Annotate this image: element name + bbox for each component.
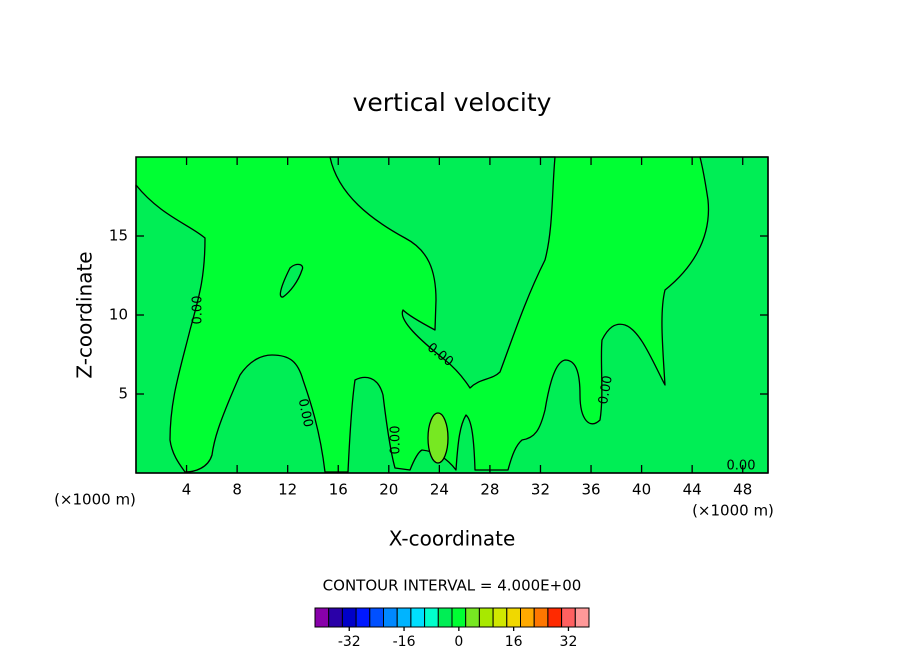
colorbar-box (410, 607, 426, 628)
colorbar-box (492, 607, 508, 628)
colorbar-box (396, 607, 412, 628)
colorbar-box (341, 607, 357, 628)
contour-interval: CONTOUR INTERVAL = 4.000E+00 (323, 577, 582, 595)
contour-label: 0.00 (191, 296, 206, 325)
x-tick-label: 28 (480, 481, 499, 499)
x-tick-label: 32 (531, 481, 550, 499)
x-tick-label: 20 (379, 481, 398, 499)
colorbar-box (465, 607, 480, 628)
colorbar-box (506, 607, 521, 628)
colorbar-tick-label: 32 (560, 634, 578, 650)
x-tick-label: 36 (581, 481, 600, 499)
colorbar-box (328, 607, 343, 628)
colorbar-box (355, 607, 371, 628)
x-tick-label: 4 (182, 481, 192, 499)
contour-label: 0.00 (596, 374, 616, 405)
colorbar-box (451, 607, 467, 628)
x-tick-label: 24 (430, 481, 449, 499)
colorbar-tick-label: 0 (454, 634, 463, 650)
y-tick-label: 15 (109, 227, 128, 245)
colorbar-box (369, 607, 384, 628)
y-axis-label: Z-coordinate (73, 251, 97, 378)
colorbar-box (314, 607, 330, 628)
contour-label: 0.00 (727, 459, 756, 474)
colorbar-box (533, 607, 549, 628)
colorbar-box (424, 607, 439, 628)
x-tick-label: 40 (632, 481, 651, 499)
colorbar-box (520, 607, 535, 628)
colorbar-tick-label: 16 (505, 634, 523, 650)
x-tick-label: 16 (329, 481, 348, 499)
colorbar-box (561, 607, 576, 628)
colorbar-box (547, 607, 563, 628)
contour-field (135, 156, 769, 474)
x-axis-label: X-coordinate (389, 527, 516, 551)
x-tick-label: 12 (278, 481, 297, 499)
colorbar-tick-label: -16 (393, 634, 416, 650)
contour-region (427, 412, 449, 464)
contour-region (279, 263, 304, 298)
contour-label: 0.00 (389, 426, 404, 455)
colorbar-box (383, 607, 398, 628)
x-tick-label: 44 (683, 481, 702, 499)
x-tick-label: 8 (232, 481, 242, 499)
x-unit-label: (×1000 m) (54, 491, 136, 509)
colorbar-box (437, 607, 453, 628)
chart-title: vertical velocity (353, 88, 552, 117)
contour-region (329, 156, 556, 389)
colorbar-box (478, 607, 494, 628)
x-tick-label: 48 (733, 481, 752, 499)
y-tick-label: 5 (118, 385, 128, 403)
colorbar-tick-label: -32 (338, 634, 361, 650)
x-unit-label: (×1000 m) (692, 502, 774, 520)
y-tick-label: 10 (109, 306, 128, 324)
colorbar-box (574, 607, 590, 628)
contour-label: 0.00 (295, 397, 316, 428)
